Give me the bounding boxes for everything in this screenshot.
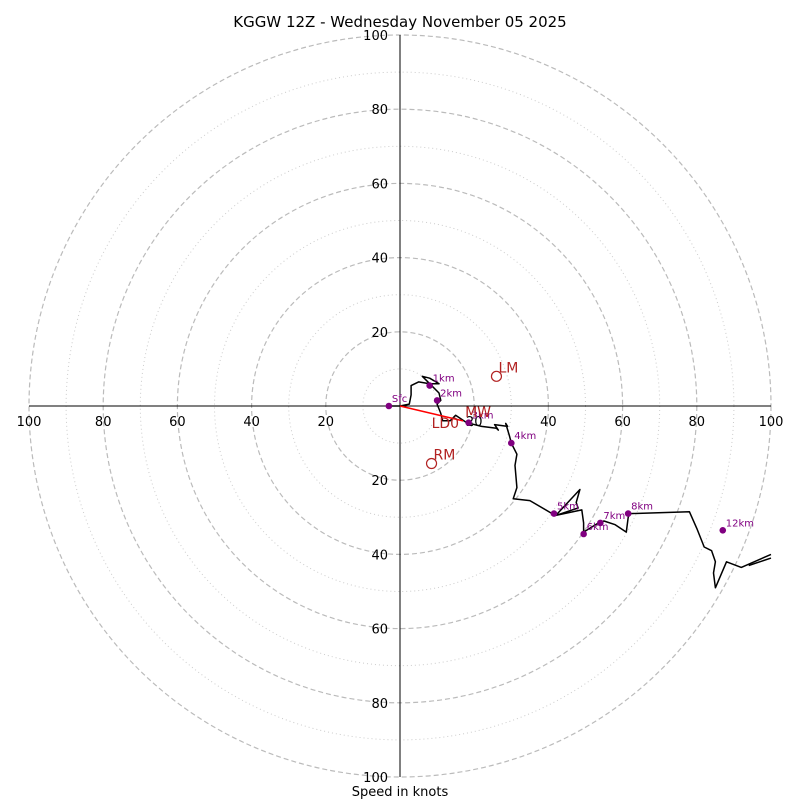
- height-label-8km: 8km: [631, 502, 653, 513]
- height-label-2km: 2km: [440, 388, 462, 399]
- tick-label-left-20: 20: [318, 415, 335, 430]
- motion-label-rm: RM: [434, 448, 456, 464]
- tick-label-left-60: 60: [169, 415, 186, 430]
- shear-vector-line: [399, 405, 464, 422]
- height-label-sfc: Sfc: [392, 394, 407, 405]
- tick-label-right-40: 40: [540, 415, 557, 430]
- height-label-6km: 6km: [587, 522, 609, 533]
- height-label-1km: 1km: [433, 374, 455, 385]
- tick-label-bottom-20: 20: [371, 474, 388, 489]
- tick-label-bottom-40: 40: [371, 548, 388, 563]
- height-label-7km: 7km: [603, 511, 625, 522]
- tick-label-left-100: 100: [17, 415, 42, 430]
- height-marker-4km: [508, 439, 515, 447]
- height-marker-7km: [597, 519, 604, 527]
- height-label-5km: 5km: [557, 502, 579, 513]
- tick-label-bottom-60: 60: [371, 623, 388, 638]
- tick-label-right-100: 100: [759, 415, 784, 430]
- tick-label-top-20: 20: [371, 326, 388, 341]
- trace-tail-line: [748, 557, 772, 567]
- storm-motion-markers: LM MW RM: [425, 360, 518, 470]
- tick-label-right-80: 80: [689, 415, 706, 430]
- tick-label-top-60: 60: [371, 177, 388, 192]
- tick-label-left-40: 40: [243, 415, 260, 430]
- height-label-3km: 3km: [472, 411, 494, 422]
- tick-label-bottom-100: 100: [363, 771, 388, 786]
- motion-marker-lm: [490, 370, 503, 382]
- shear-vector: LD0: [399, 405, 464, 432]
- chart-title: KGGW 12Z - Wednesday November 05 2025: [233, 13, 566, 31]
- height-marker-2km: [433, 397, 441, 404]
- height-marker-3km: [465, 419, 472, 426]
- tick-label-top-80: 80: [371, 103, 388, 118]
- tick-label-left-80: 80: [95, 415, 112, 430]
- height-marker-1km: [426, 382, 433, 389]
- trace-line: [388, 375, 772, 589]
- height-label-12km: 12km: [726, 518, 754, 529]
- shear-vector-label: LD0: [432, 416, 460, 432]
- tick-label-top-40: 40: [371, 252, 388, 267]
- height-label-4km: 4km: [514, 431, 536, 442]
- tick-label-top-100: 100: [363, 29, 388, 44]
- motion-label-mw: MW: [465, 405, 491, 421]
- height-marker-6km: [580, 530, 587, 538]
- height-marker-sfc: [385, 402, 393, 410]
- motion-marker-rm: [425, 457, 438, 470]
- hodograph-trace: [388, 375, 772, 589]
- height-marker-5km: [550, 510, 558, 517]
- tick-label-bottom-80: 80: [371, 697, 388, 712]
- tick-label-right-60: 60: [614, 415, 631, 430]
- x-axis-label: Speed in knots: [352, 785, 449, 800]
- height-marker-12km: [719, 526, 727, 534]
- height-marker-8km: [624, 510, 632, 517]
- motion-label-lm: LM: [498, 360, 518, 376]
